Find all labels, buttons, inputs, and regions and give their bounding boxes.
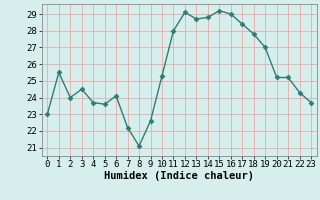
X-axis label: Humidex (Indice chaleur): Humidex (Indice chaleur): [104, 171, 254, 181]
